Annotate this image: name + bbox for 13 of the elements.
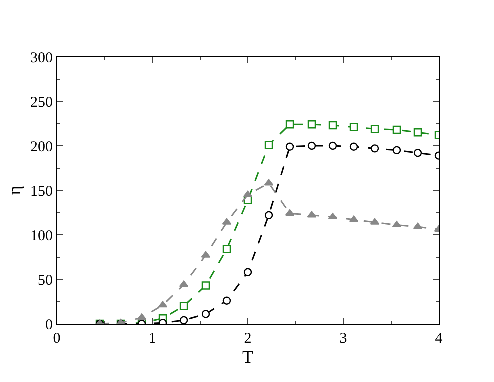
y-tick-label: 300: [30, 50, 53, 66]
y-tick-label: 100: [30, 228, 53, 244]
y-tick-label: 250: [30, 94, 53, 111]
y-tick-label: 150: [30, 184, 53, 200]
x-tick-label: 4: [435, 331, 444, 347]
y-axis-title: η: [4, 186, 25, 196]
x-tick-label: 1: [148, 331, 156, 347]
y-tick-label: 200: [30, 139, 53, 156]
y-tick-label: 0: [46, 317, 53, 334]
x-tick-label: 2: [244, 331, 252, 347]
y-tick-label: 50: [38, 272, 53, 289]
x-axis-title: T: [242, 347, 254, 367]
x-tick-label: 3: [340, 331, 348, 347]
